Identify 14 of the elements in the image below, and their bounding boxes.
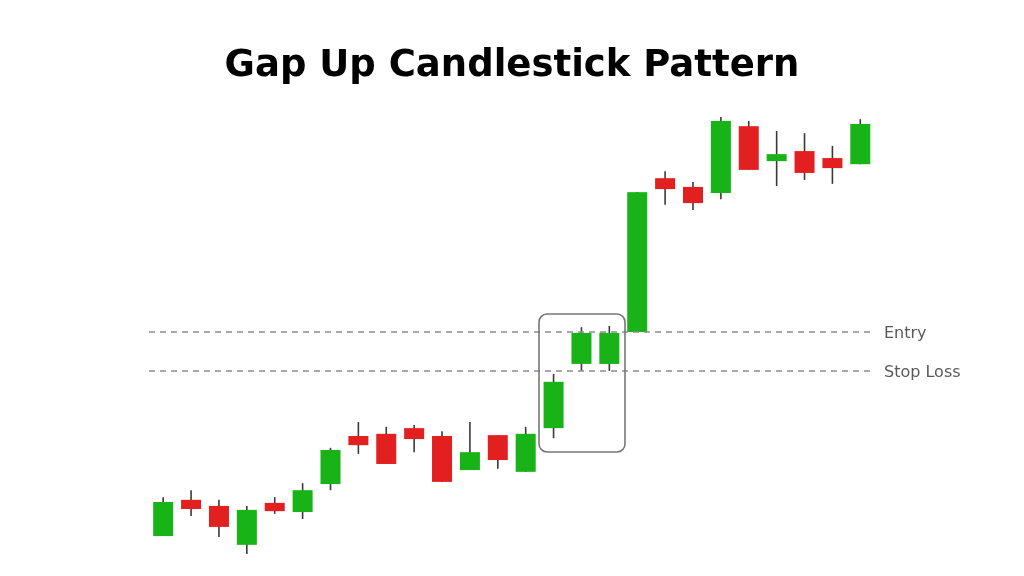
candlestick (459, 421, 480, 471)
candlestick (208, 499, 229, 538)
candlestick (794, 132, 815, 181)
chart-title: Gap Up Candlestick Pattern (223, 41, 801, 87)
ref-line-label: Stop Loss (884, 361, 961, 381)
candlestick (292, 482, 313, 520)
candlestick (766, 130, 787, 187)
candlestick (655, 170, 676, 206)
candlestick (404, 424, 425, 453)
candlestick (181, 489, 202, 517)
candlestick (348, 421, 369, 455)
candlestick (822, 145, 843, 185)
ref-line-label: Entry (884, 322, 927, 342)
candlestick (682, 181, 703, 211)
